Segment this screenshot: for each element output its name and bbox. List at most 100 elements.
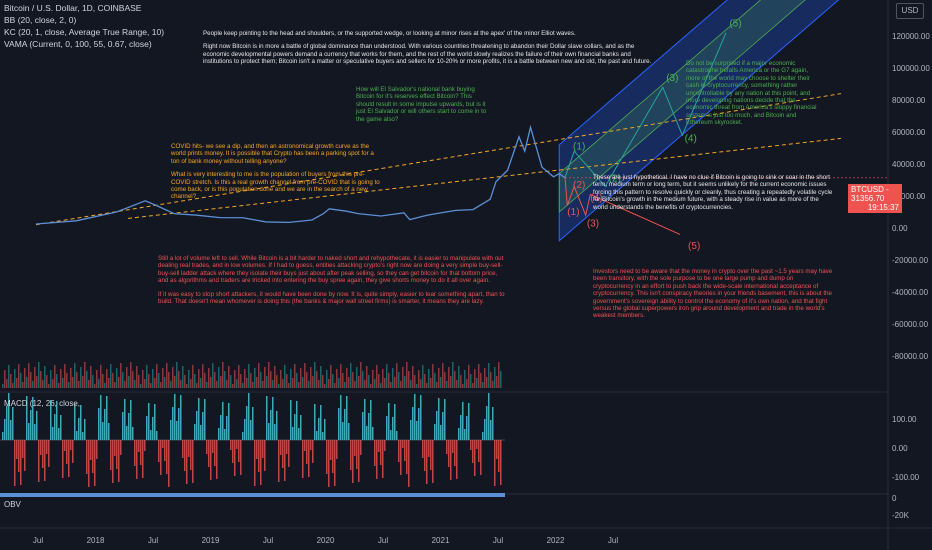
- macd-histogram-bar: [98, 408, 100, 440]
- macd-histogram-bar: [418, 408, 420, 440]
- macd-histogram-bar: [158, 440, 160, 462]
- macd-histogram-bar: [36, 411, 38, 440]
- volume-bar: [118, 377, 120, 388]
- macd-histogram-bar: [112, 440, 114, 483]
- macd-histogram-bar: [56, 401, 58, 440]
- volume-bar: [28, 363, 30, 388]
- volume-bar: [46, 375, 48, 388]
- macd-histogram-bar: [370, 400, 372, 440]
- volume-bar: [138, 375, 140, 388]
- volume-bar: [432, 364, 434, 388]
- macd-histogram-bar: [130, 400, 132, 440]
- x-tick-label: 2020: [317, 536, 335, 545]
- x-tick-label: Jul: [263, 536, 273, 545]
- volume-bar: [488, 363, 490, 388]
- macd-histogram-bar: [366, 426, 368, 440]
- macd-histogram-bar: [24, 440, 26, 471]
- macd-histogram-bar: [164, 440, 166, 461]
- macd-histogram-bar: [100, 395, 102, 440]
- volume-bar: [244, 369, 246, 388]
- macd-histogram-bar: [178, 408, 180, 440]
- volume-bar: [438, 368, 440, 388]
- macd-histogram-bar: [226, 416, 228, 440]
- macd-histogram-bar: [288, 440, 290, 467]
- price-tag-countdown: 19:15:37: [867, 203, 899, 212]
- currency-selector[interactable]: USD: [896, 3, 924, 19]
- macd-histogram-bar: [376, 440, 378, 479]
- x-tick-label: Jul: [493, 536, 503, 545]
- vama-indicator-label[interactable]: VAMA (Current, 0, 100, 55, 0.67, close): [4, 39, 152, 49]
- volume-bar: [468, 365, 470, 388]
- macd-label[interactable]: MACD (12, 26, close,: [4, 399, 81, 408]
- macd-histogram-bar: [116, 440, 118, 469]
- macd-histogram-bar: [396, 431, 398, 440]
- macd-histogram-bar: [144, 440, 146, 451]
- volume-bar: [174, 376, 176, 388]
- volume-bar: [258, 363, 260, 388]
- bb-indicator-label[interactable]: BB (20, close, 2, 0): [4, 15, 77, 25]
- volume-bar: [76, 372, 78, 388]
- wave-label: (4): [590, 193, 602, 204]
- macd-histogram-bar: [428, 440, 430, 457]
- volume-bar: [188, 370, 190, 388]
- macd-histogram-bar: [134, 440, 136, 466]
- volume-bar: [452, 362, 454, 388]
- macd-histogram-bar: [80, 405, 82, 440]
- kc-indicator-label[interactable]: KC (20, 1, close, Average True Range, 10…: [4, 27, 165, 37]
- macd-histogram-bar: [454, 440, 456, 466]
- volume-bar: [164, 377, 166, 388]
- macd-histogram-bar: [250, 420, 252, 440]
- volume-bar: [480, 373, 482, 388]
- macd-histogram-bar: [28, 423, 30, 440]
- volume-bar: [410, 380, 412, 388]
- macd-histogram-bar: [74, 404, 76, 440]
- macd-histogram-bar: [378, 440, 380, 452]
- macd-histogram-bar: [32, 397, 34, 440]
- volume-bar: [270, 371, 272, 388]
- x-tick-label: 2022: [547, 536, 565, 545]
- macd-histogram-bar: [94, 440, 96, 486]
- volume-bar: [458, 366, 460, 388]
- volume-bar: [40, 371, 42, 388]
- y-tick-label: -20000.00: [892, 256, 929, 265]
- volume-bar: [420, 379, 422, 388]
- volume-bar: [290, 369, 292, 388]
- macd-histogram-bar: [464, 429, 466, 440]
- volume-bar: [128, 376, 130, 388]
- macd-histogram-bar: [400, 440, 402, 475]
- volume-bar: [328, 379, 330, 388]
- macd-histogram-bar: [390, 430, 392, 440]
- macd-histogram-bar: [344, 409, 346, 440]
- macd-histogram-bar: [404, 440, 406, 461]
- macd-histogram-bar: [204, 399, 206, 440]
- macd-histogram-bar: [64, 440, 66, 451]
- volume-bar: [116, 368, 118, 388]
- volume-bar: [172, 367, 174, 388]
- macd-histogram-bar: [252, 407, 254, 440]
- volume-bar: [224, 371, 226, 388]
- macd-histogram-bar: [148, 403, 150, 440]
- volume-bar: [440, 377, 442, 388]
- macd-histogram-bar: [14, 440, 16, 486]
- macd-histogram-bar: [120, 440, 122, 455]
- obv-label[interactable]: OBV: [4, 500, 21, 509]
- volume-bar: [194, 374, 196, 388]
- macd-histogram-bar: [446, 440, 448, 454]
- volume-bar: [316, 371, 318, 388]
- volume-bar: [44, 366, 46, 388]
- volume-bar: [338, 378, 340, 388]
- volume-bar: [262, 381, 264, 388]
- macd-histogram-bar: [246, 406, 248, 440]
- volume-bar: [80, 367, 82, 388]
- volume-bar: [242, 383, 244, 388]
- macd-histogram-bar: [500, 440, 502, 485]
- macd-histogram-bar: [478, 440, 480, 462]
- volume-bar: [344, 382, 346, 388]
- volume-bar: [294, 364, 296, 388]
- volume-bar: [428, 369, 430, 388]
- macd-histogram-bar: [474, 440, 476, 476]
- volume-bar: [498, 362, 500, 388]
- volume-bar: [390, 382, 392, 388]
- volume-bar: [70, 368, 72, 388]
